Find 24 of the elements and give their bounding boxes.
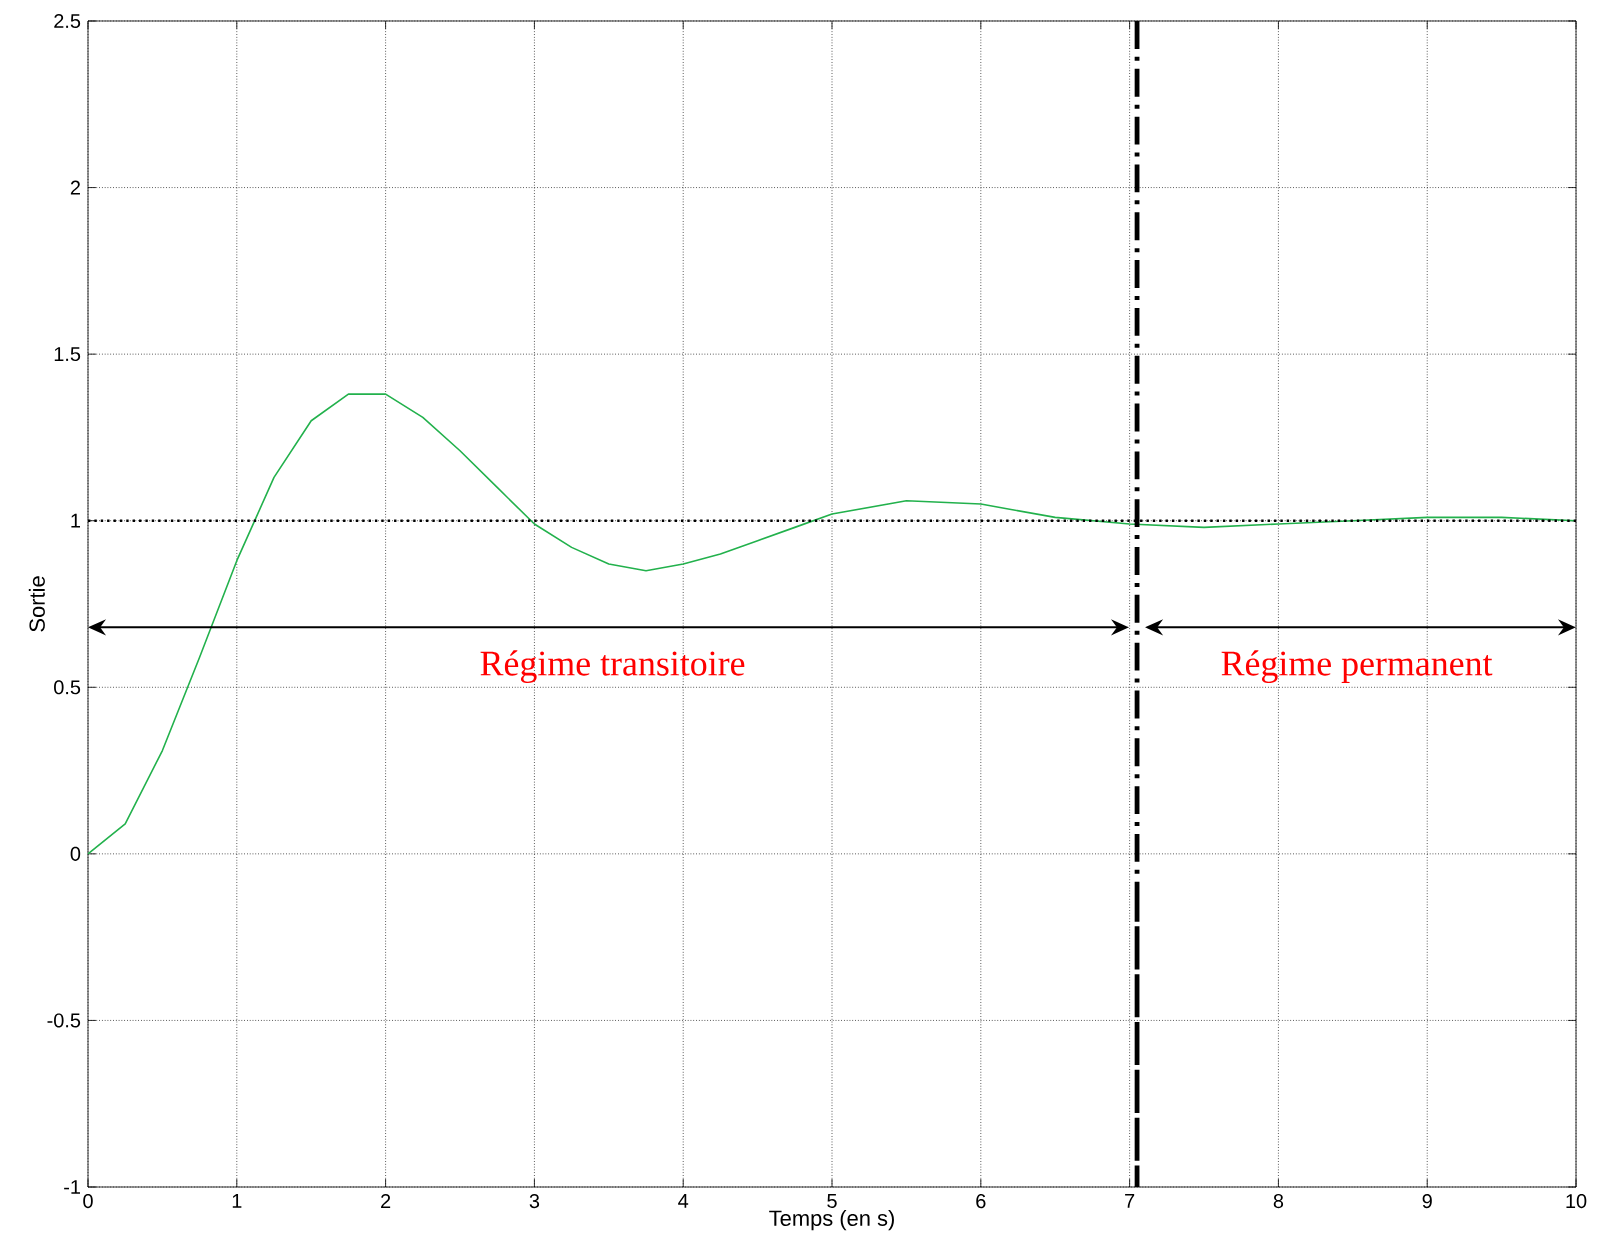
y-tick-label: 1.5 <box>54 347 81 362</box>
line-series <box>87 393 1577 855</box>
y-tick-label: 0.5 <box>54 680 81 695</box>
y-axis-title: Sortie <box>28 576 45 632</box>
x-tick-label: 7 <box>1125 1194 1135 1208</box>
x-tick-label: 8 <box>1273 1194 1284 1209</box>
x-tick-label: 3 <box>529 1194 540 1209</box>
y-tick-label: -0.5 <box>47 1013 81 1028</box>
x-tick-label: 1 <box>232 1194 242 1208</box>
x-tick-label: 0 <box>83 1194 93 1209</box>
x-tick-label: 4 <box>678 1194 689 1208</box>
x-axis-title: Temps (en s) <box>769 1209 894 1231</box>
x-tick-label: 6 <box>976 1194 986 1209</box>
y-tick-label: -1 <box>64 1180 80 1194</box>
x-tick-label: 5 <box>827 1194 837 1208</box>
y-tick-label: 0 <box>70 846 81 861</box>
y-tick-label: 1 <box>71 513 80 528</box>
x-tick-label: 9 <box>1422 1194 1432 1209</box>
x-tick-label: 2 <box>381 1194 391 1208</box>
annotation: Régime permanent <box>1221 650 1493 684</box>
x-tick-label: 10 <box>1566 1194 1587 1209</box>
y-tick-label: 2 <box>70 180 80 195</box>
y-tick-label: 2.5 <box>54 13 81 29</box>
annotation: Régime transitoire <box>480 650 745 684</box>
